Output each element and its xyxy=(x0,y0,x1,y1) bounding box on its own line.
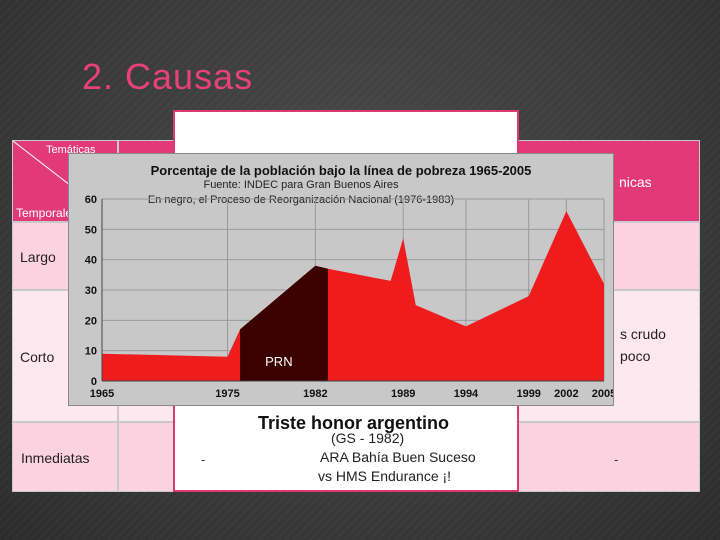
inmediatas-dash-right: - xyxy=(614,452,619,467)
y-tick-label-10: 10 xyxy=(85,346,97,358)
corto-partial-text-2: poco xyxy=(620,348,651,364)
chart-note: En negro, el Proceso de Reorganización N… xyxy=(148,194,454,206)
poverty-chart: Porcentaje de la población bajo la línea… xyxy=(68,153,614,406)
overlay-title: Triste honor argentino xyxy=(258,413,450,433)
y-tick-label-50: 50 xyxy=(85,224,97,236)
y-tick-label-20: 20 xyxy=(85,315,97,327)
prn-annotation: PRN xyxy=(265,354,292,369)
overlay-text-line1: (GS - 1982) xyxy=(331,430,405,446)
row-label-largo: Largo xyxy=(20,249,56,265)
row-label-inmediatas: Inmediatas xyxy=(21,450,90,466)
x-tick-label-1975: 1975 xyxy=(215,388,239,400)
x-tick-label-1982: 1982 xyxy=(303,388,327,400)
x-tick-label-1994: 1994 xyxy=(454,388,479,400)
row-label-corto: Corto xyxy=(20,349,55,365)
chart-subtitle: Fuente: INDEC para Gran Buenos Aires xyxy=(203,179,399,191)
prn-highlight-area xyxy=(240,265,328,381)
corto-partial-text-1: s crudo xyxy=(620,326,666,342)
poverty-area-series xyxy=(102,211,604,381)
overlay-text-line3: vs HMS Endurance ¡! xyxy=(318,468,452,484)
inmediatas-dash-left: - xyxy=(201,452,206,467)
x-tick-label-1989: 1989 xyxy=(391,388,415,400)
x-tick-label-2002: 2002 xyxy=(554,388,578,400)
x-tick-label-2005: 2005 xyxy=(592,388,613,400)
y-tick-label-40: 40 xyxy=(85,255,97,267)
row-label-cell-inmediatas xyxy=(12,422,118,492)
x-tick-label-1965: 1965 xyxy=(90,388,114,400)
y-tick-label-30: 30 xyxy=(85,285,97,297)
overlay-text-line2: ARA Bahía Buen Suceso xyxy=(320,449,476,465)
y-tick-label-60: 60 xyxy=(85,194,97,206)
chart-svg: Porcentaje de la población bajo la línea… xyxy=(85,163,613,400)
x-tick-label-1999: 1999 xyxy=(516,388,540,400)
y-tick-label-0: 0 xyxy=(91,376,97,388)
slide-title: 2. Causas xyxy=(82,56,254,97)
corner-label-temporales: Temporales xyxy=(16,206,79,220)
header-partial-label: nicas xyxy=(619,174,652,190)
chart-title: Porcentaje de la población bajo la línea… xyxy=(151,163,532,178)
